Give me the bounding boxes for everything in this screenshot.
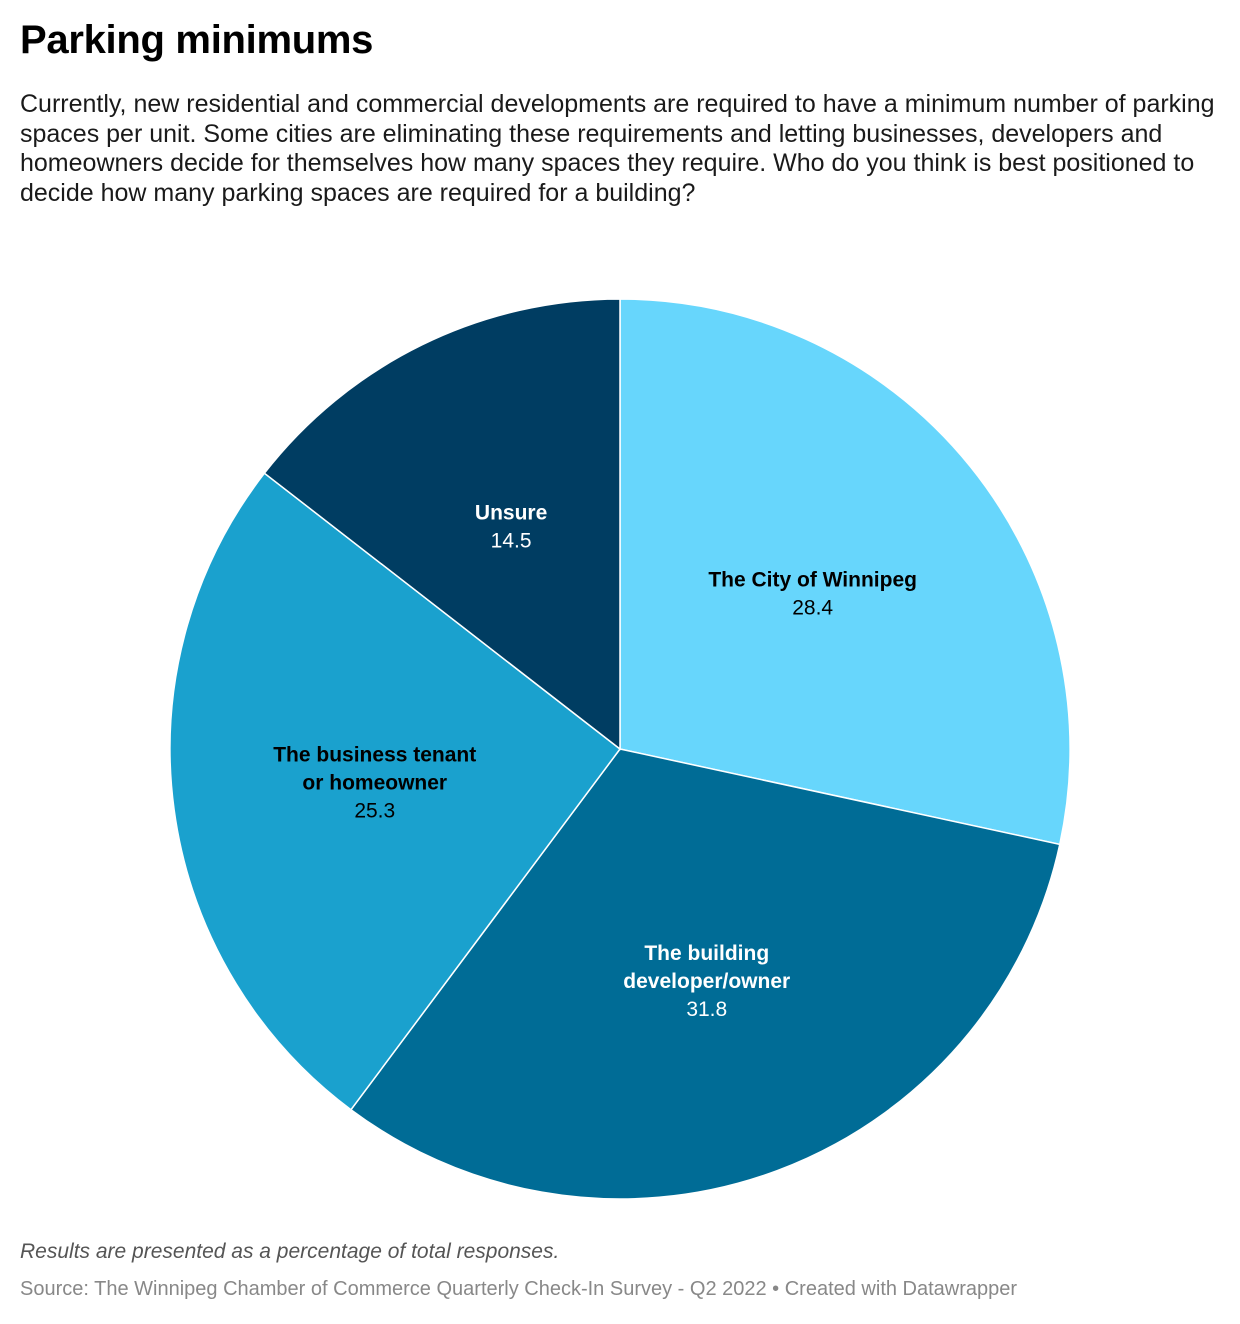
slice-value-label: 14.5 — [491, 530, 532, 553]
pie-slice[interactable] — [619, 298, 1071, 846]
pie-labels: The City of Winnipeg 28.4 The building deve… — [273, 502, 917, 1021]
chart-description: Currently, new residential and commercia… — [20, 90, 1215, 207]
slice-value-label: 31.8 — [686, 998, 727, 1021]
slice-label: developer/owner — [623, 970, 790, 993]
slice-label: The building — [644, 942, 769, 965]
pie-slices — [169, 298, 1071, 1200]
slice-value-label: 28.4 — [792, 597, 833, 620]
pie-slice[interactable] — [349, 748, 1061, 1200]
chart-notes: Results are presented as a percentage of… — [20, 1240, 560, 1263]
slice-label-group: The City of Winnipeg 28.4 — [708, 569, 917, 620]
slice-label-group: Unsure 14.5 — [475, 502, 547, 553]
slice-label: Unsure — [475, 502, 547, 525]
slice-label-group: The building developer/owner 31.8 — [623, 942, 790, 1021]
slice-label: The business tenant — [273, 743, 476, 766]
chart-source[interactable]: Source: The Winnipeg Chamber of Commerce… — [20, 1278, 1018, 1300]
pie-slice[interactable] — [263, 298, 621, 751]
slice-label: or homeowner — [302, 771, 447, 794]
slice-label-group: The business tenant or homeowner 25.3 — [273, 743, 476, 822]
slice-label: The City of Winnipeg — [708, 569, 917, 592]
slice-value-label: 25.3 — [354, 799, 395, 822]
pie-slice[interactable] — [169, 472, 622, 1111]
chart-title: Parking minimums — [20, 18, 374, 62]
